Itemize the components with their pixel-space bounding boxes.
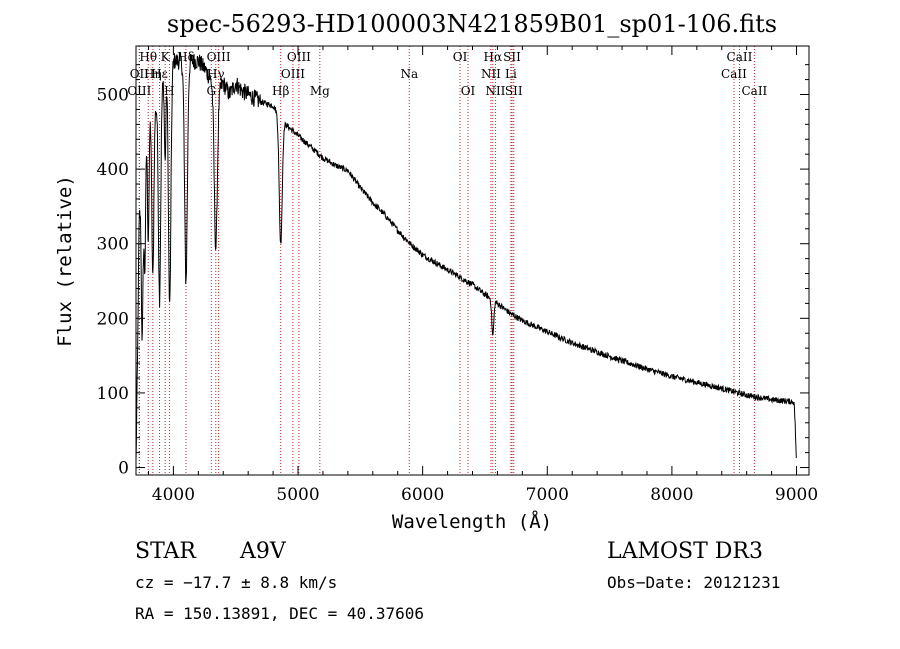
line-marker-label-17: OI [461, 84, 476, 98]
line-marker-labels: HθOIIOIIIHεHηKHHδGOIIIHγHβOIIIOIIIMgNaOI… [127, 50, 767, 98]
line-marker-label-6: H [164, 84, 174, 98]
line-marker-label-11: Hβ [272, 84, 289, 98]
line-marker-label-21: SII [503, 50, 521, 64]
line-marker-label-22: Li [505, 67, 517, 81]
x-axis-ticks: 4000 5000 6000 7000 8000 9000 [147, 46, 818, 505]
line-marker-label-4: Hη [144, 67, 162, 81]
line-marker-label-19: Hα [484, 50, 503, 64]
coordinates: RA = 150.13891, DEC = 40.37606 [135, 604, 424, 623]
x-axis-title: Wavelength (Å) [392, 510, 552, 533]
line-marker-label-3: Hε [151, 67, 168, 81]
line-marker-label-2: OIII [127, 84, 151, 98]
plot-frame [135, 45, 810, 476]
x-tick-label-8000: 8000 [650, 485, 693, 505]
line-marker-label-23: SII [505, 84, 523, 98]
y-axis-ticks: 0 100 200 300 400 500 [97, 64, 809, 479]
line-marker-label-8: G [206, 84, 216, 98]
y-tick-label-300: 300 [97, 235, 129, 255]
observation-date: Obs−Date: 20121231 [607, 573, 780, 592]
x-tick-label-9000: 9000 [775, 485, 818, 505]
y-axis-title: Flux (relative) [54, 175, 76, 347]
y-tick-label-500: 500 [97, 85, 129, 105]
x-tick-label-4000: 4000 [152, 485, 195, 505]
spectrum-line [135, 52, 797, 462]
line-marker-label-9: OIII [207, 50, 231, 64]
object-type: STAR [135, 539, 197, 564]
line-marker-label-14: Mg [310, 84, 330, 98]
line-marker-label-25: CaII [727, 50, 753, 64]
line-marker-label-1: OII [130, 67, 150, 81]
line-marker-label-20: NII [485, 84, 505, 98]
line-marker-label-10: Hγ [207, 67, 225, 81]
line-marker-label-18: NII [481, 67, 501, 81]
line-marker-label-13: OIII [287, 50, 311, 64]
line-marker-label-24: CaII [721, 67, 747, 81]
redshift-velocity: cz = −17.7 ± 8.8 km/s [135, 573, 337, 592]
line-marker-label-15: Na [400, 67, 418, 81]
y-tick-label-0: 0 [118, 459, 129, 479]
x-tick-label-7000: 7000 [526, 485, 569, 505]
y-tick-label-200: 200 [97, 309, 129, 329]
line-marker-label-26: CaII [741, 84, 767, 98]
line-marker-label-0: Hθ [139, 50, 157, 64]
y-tick-label-400: 400 [97, 160, 129, 180]
line-marker-label-5: K [161, 50, 171, 64]
y-tick-label-100: 100 [97, 384, 129, 404]
line-marker-label-12: OIII [281, 67, 305, 81]
survey-name: LAMOST DR3 [607, 539, 763, 564]
spectral-subclass: A9V [239, 539, 287, 564]
line-marker-label-16: OI [453, 50, 468, 64]
line-markers [138, 46, 755, 475]
x-tick-label-6000: 6000 [401, 485, 444, 505]
chart-title: spec-56293-HD100003N421859B01_sp01-106.f… [167, 10, 777, 38]
x-tick-label-5000: 5000 [276, 485, 319, 505]
